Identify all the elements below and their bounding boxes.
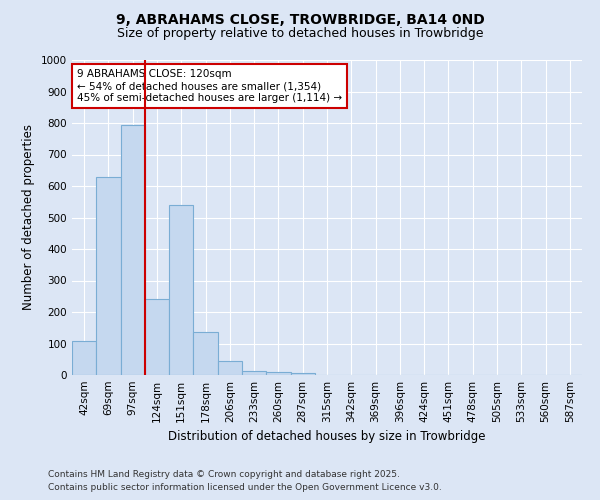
Text: 9, ABRAHAMS CLOSE, TROWBRIDGE, BA14 0ND: 9, ABRAHAMS CLOSE, TROWBRIDGE, BA14 0ND: [116, 12, 484, 26]
Bar: [96, 176, 121, 375]
Text: Contains public sector information licensed under the Open Government Licence v3: Contains public sector information licen…: [48, 483, 442, 492]
Bar: [290, 373, 315, 375]
X-axis label: Distribution of detached houses by size in Trowbridge: Distribution of detached houses by size …: [168, 430, 486, 444]
Bar: [242, 370, 266, 375]
Bar: [121, 124, 145, 375]
Bar: [218, 361, 242, 375]
Text: Contains HM Land Registry data © Crown copyright and database right 2025.: Contains HM Land Registry data © Crown c…: [48, 470, 400, 479]
Bar: [169, 205, 193, 375]
Y-axis label: Number of detached properties: Number of detached properties: [22, 124, 35, 310]
Bar: [193, 332, 218, 375]
Bar: [145, 300, 169, 375]
Bar: [72, 340, 96, 375]
Text: Size of property relative to detached houses in Trowbridge: Size of property relative to detached ho…: [117, 28, 483, 40]
Text: 9 ABRAHAMS CLOSE: 120sqm
← 54% of detached houses are smaller (1,354)
45% of sem: 9 ABRAHAMS CLOSE: 120sqm ← 54% of detach…: [77, 70, 342, 102]
Bar: [266, 372, 290, 375]
